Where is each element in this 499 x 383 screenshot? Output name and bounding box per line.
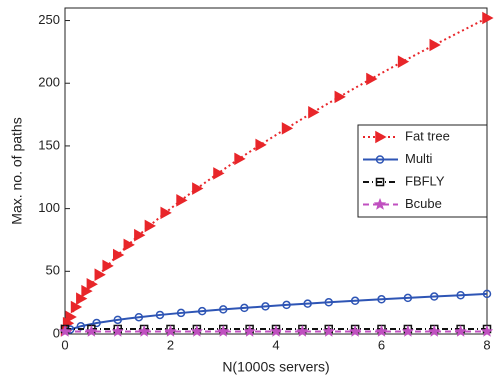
y-tick-label: 200 — [38, 75, 60, 90]
x-tick-label: 4 — [272, 337, 279, 352]
data-point — [144, 219, 156, 233]
data-point — [295, 324, 309, 337]
data-point — [482, 289, 492, 299]
data-point — [70, 300, 83, 314]
data-point — [377, 295, 386, 304]
data-point — [155, 310, 165, 320]
data-point — [324, 298, 333, 307]
data-point — [86, 277, 98, 291]
data-point — [160, 206, 172, 220]
series-line — [69, 292, 488, 331]
x-tick-label: 6 — [378, 337, 385, 352]
data-point — [261, 302, 270, 311]
data-point — [197, 306, 207, 316]
data-point — [427, 324, 441, 337]
data-point — [176, 308, 186, 318]
data-point — [429, 38, 441, 52]
data-point — [366, 72, 378, 86]
data-point — [92, 318, 101, 328]
x-tick-label: 0 — [61, 337, 68, 352]
data-point — [213, 167, 225, 180]
data-point — [65, 310, 77, 324]
data-point — [58, 324, 72, 337]
data-point — [397, 55, 410, 68]
data-point — [308, 106, 320, 119]
data-point — [243, 324, 257, 337]
data-point — [137, 324, 151, 337]
data-point — [123, 238, 135, 252]
data-point — [255, 138, 267, 152]
data-point — [164, 324, 177, 337]
y-tick-label: 0 — [53, 325, 60, 340]
data-point — [134, 228, 146, 242]
y-tick-label: 100 — [38, 200, 60, 215]
legend-marker — [375, 177, 385, 187]
data-point — [350, 296, 360, 306]
data-point — [111, 324, 125, 337]
data-point — [430, 292, 439, 301]
data-point — [76, 292, 88, 305]
legend-marker — [375, 155, 385, 164]
data-point — [134, 312, 144, 322]
data-point — [281, 122, 294, 135]
x-axis-label: N(1000s servers) — [222, 359, 329, 375]
x-tick-label: 2 — [167, 337, 174, 352]
data-point — [234, 152, 246, 166]
data-point — [303, 299, 312, 308]
data-point — [219, 305, 228, 314]
data-point — [81, 284, 93, 298]
data-point — [269, 324, 283, 337]
data-point — [84, 324, 98, 337]
data-point — [282, 300, 291, 310]
y-axis-label: Max. no. of paths — [9, 117, 25, 224]
data-point — [192, 182, 204, 195]
data-point — [480, 324, 494, 337]
legend-label: Fat tree — [405, 128, 450, 143]
data-point — [176, 194, 188, 207]
legend-marker — [375, 130, 387, 144]
data-point — [482, 11, 494, 25]
data-point — [190, 324, 204, 337]
data-point — [334, 90, 346, 104]
legend-label: Bcube — [405, 196, 442, 211]
y-tick-label: 250 — [38, 12, 60, 27]
data-point — [240, 303, 249, 313]
data-point — [94, 268, 106, 281]
y-tick-label: 150 — [38, 137, 60, 152]
y-tick-label: 50 — [46, 263, 60, 278]
x-tick-label: 8 — [483, 337, 490, 352]
data-point — [348, 324, 362, 337]
data-point — [454, 324, 468, 337]
data-point — [401, 324, 415, 337]
data-point — [375, 324, 388, 337]
legend-marker — [373, 197, 387, 210]
data-point — [113, 315, 122, 325]
legend-label: FBFLY — [405, 173, 445, 188]
data-point — [216, 324, 230, 337]
data-point — [102, 259, 114, 273]
data-point — [456, 291, 465, 300]
legend-label: Multi — [405, 151, 433, 166]
data-point — [322, 324, 336, 337]
data-point — [403, 293, 413, 303]
data-point — [113, 248, 125, 262]
